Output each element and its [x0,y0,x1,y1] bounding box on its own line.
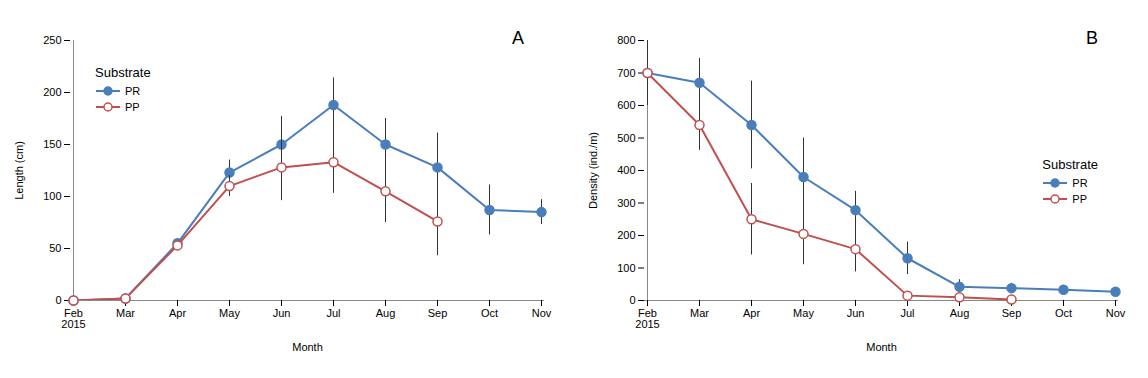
svg-text:600: 600 [617,99,635,111]
svg-text:Month: Month [292,341,323,353]
svg-text:Length (cm): Length (cm) [13,141,25,200]
svg-text:50: 50 [49,242,61,254]
svg-text:Nov: Nov [1106,307,1126,319]
svg-text:Jul: Jul [326,307,340,319]
svg-text:Jun: Jun [273,307,291,319]
html-text:PR: PR [1072,177,1088,189]
svg-text:200: 200 [617,229,635,241]
svg-text:300: 300 [617,197,635,209]
svg-text:Sep: Sep [1002,307,1022,319]
svg-text:200: 200 [43,86,61,98]
svg-text:Month: Month [866,341,897,353]
svg-text:400: 400 [617,164,635,176]
svg-text:Apr: Apr [743,307,760,319]
svg-text:Mar: Mar [116,307,135,319]
svg-text:150: 150 [43,138,61,150]
svg-text:Apr: Apr [169,307,186,319]
svg-text:250: 250 [43,34,61,46]
svg-text:Jun: Jun [847,307,865,319]
svg-text:100: 100 [617,262,635,274]
svg-text:Feb2015: Feb2015 [635,307,659,330]
html-text:Substrate: Substrate [95,65,151,80]
svg-text:0: 0 [55,294,61,306]
svg-text:700: 700 [617,67,635,79]
html-text:PP: PP [1072,193,1087,205]
svg-text:800: 800 [617,34,635,46]
html-text:PR: PR [125,85,141,97]
svg-text:May: May [219,307,240,319]
html-text:B: B [1086,28,1098,48]
svg-text:100: 100 [43,190,61,202]
svg-text:Jul: Jul [900,307,914,319]
svg-text:Oct: Oct [1055,307,1072,319]
svg-text:Mar: Mar [690,307,709,319]
svg-text:Aug: Aug [950,307,970,319]
html-text:Substrate: Substrate [1042,157,1098,172]
html-text:A: A [512,28,524,48]
svg-text:Nov: Nov [532,307,552,319]
svg-text:Oct: Oct [481,307,498,319]
svg-text:May: May [793,307,814,319]
svg-text:Feb2015: Feb2015 [61,307,85,330]
svg-text:Sep: Sep [428,307,448,319]
svg-text:0: 0 [629,294,635,306]
html-text:PP: PP [125,101,140,113]
svg-text:Density (ind./m): Density (ind./m) [587,132,599,209]
svg-text:500: 500 [617,132,635,144]
svg-text:Aug: Aug [376,307,396,319]
